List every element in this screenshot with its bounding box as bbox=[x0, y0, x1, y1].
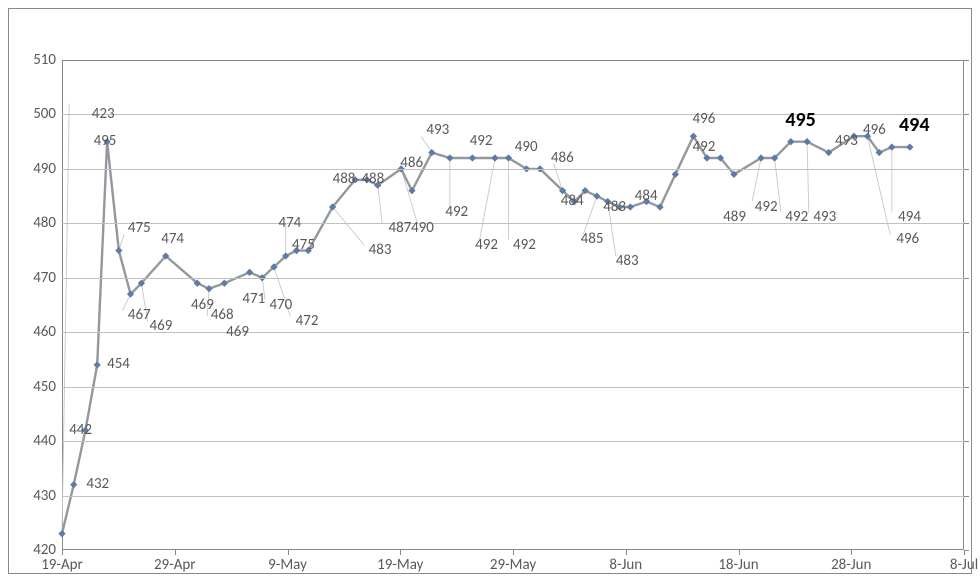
data-label: 495 bbox=[94, 134, 117, 149]
data-label: 432 bbox=[86, 477, 109, 492]
x-axis-tick-mark bbox=[175, 550, 176, 555]
data-label: 475 bbox=[128, 221, 151, 236]
data-label: 488 bbox=[333, 172, 356, 187]
data-label: 492 bbox=[470, 134, 493, 149]
gridline bbox=[62, 441, 964, 442]
data-label: 493 bbox=[813, 210, 836, 225]
data-label: 483 bbox=[369, 243, 392, 258]
x-axis-tick-mark bbox=[964, 550, 965, 555]
gridline bbox=[62, 387, 964, 388]
y-axis-tick-mark bbox=[964, 496, 969, 497]
data-label: 492 bbox=[513, 238, 536, 253]
x-axis-tick-mark bbox=[288, 550, 289, 555]
data-label: 492 bbox=[475, 238, 498, 253]
data-label: 492 bbox=[445, 205, 468, 220]
data-label: 490 bbox=[411, 221, 434, 236]
y-axis-tick-mark bbox=[964, 60, 969, 61]
gridline bbox=[62, 332, 964, 333]
x-axis-tick-mark bbox=[851, 550, 852, 555]
data-label: 494 bbox=[898, 210, 921, 225]
y-axis-tick-label: 440 bbox=[33, 432, 62, 450]
data-label: 423 bbox=[92, 107, 115, 122]
data-label: 493 bbox=[426, 123, 449, 138]
data-label: 484 bbox=[561, 194, 584, 209]
data-label: 471 bbox=[242, 292, 265, 307]
y-axis-tick-mark bbox=[964, 387, 969, 388]
data-label: 474 bbox=[161, 232, 184, 247]
plot-area: 42043044045046047048049050051019-Apr29-A… bbox=[62, 60, 964, 550]
data-label: 486 bbox=[400, 156, 423, 171]
gridline bbox=[62, 496, 964, 497]
x-axis-tick-mark bbox=[626, 550, 627, 555]
y-axis-tick-mark bbox=[964, 278, 969, 279]
x-axis-tick-mark bbox=[400, 550, 401, 555]
data-label-bold: 494 bbox=[899, 115, 929, 135]
data-label: 489 bbox=[723, 210, 746, 225]
data-label: 469 bbox=[226, 325, 249, 340]
y-axis-tick-label: 470 bbox=[33, 269, 62, 287]
data-label: 487 bbox=[389, 221, 412, 236]
gridline bbox=[62, 169, 964, 170]
data-label: 496 bbox=[692, 112, 715, 127]
data-label: 454 bbox=[107, 357, 130, 372]
y-axis-tick-label: 480 bbox=[33, 214, 62, 232]
data-label: 486 bbox=[551, 151, 574, 166]
data-label: 468 bbox=[211, 308, 234, 323]
y-axis-tick-mark bbox=[964, 114, 969, 115]
x-axis-tick-mark bbox=[62, 550, 63, 555]
data-label: 485 bbox=[581, 232, 604, 247]
y-axis-tick-label: 490 bbox=[33, 160, 62, 178]
data-label: 493 bbox=[835, 134, 858, 149]
data-label: 492 bbox=[785, 210, 808, 225]
x-axis-tick-mark bbox=[513, 550, 514, 555]
data-label: 469 bbox=[149, 319, 172, 334]
y-axis-tick-label: 510 bbox=[33, 51, 62, 69]
data-label: 496 bbox=[863, 123, 886, 138]
y-axis-tick-label: 460 bbox=[33, 323, 62, 341]
chart-container: 42043044045046047048049050051019-Apr29-A… bbox=[0, 0, 980, 582]
data-label-bold: 495 bbox=[785, 110, 815, 130]
data-label: 492 bbox=[692, 140, 715, 155]
data-label: 490 bbox=[515, 140, 538, 155]
data-label: 442 bbox=[69, 423, 92, 438]
data-label: 475 bbox=[292, 238, 315, 253]
y-axis-tick-mark bbox=[964, 223, 969, 224]
data-label: 483 bbox=[616, 254, 639, 269]
y-axis-tick-mark bbox=[964, 332, 969, 333]
y-axis-tick-mark bbox=[964, 169, 969, 170]
data-label: 492 bbox=[755, 200, 778, 215]
data-label: 472 bbox=[296, 314, 319, 329]
data-label: 484 bbox=[635, 189, 658, 204]
data-label: 470 bbox=[269, 298, 292, 313]
y-axis-tick-label: 500 bbox=[33, 105, 62, 123]
data-label: 496 bbox=[896, 232, 919, 247]
data-label: 488 bbox=[361, 172, 384, 187]
y-axis-tick-label: 450 bbox=[33, 378, 62, 396]
data-label: 483 bbox=[603, 200, 626, 215]
data-label: 474 bbox=[278, 216, 301, 231]
x-axis-tick-mark bbox=[739, 550, 740, 555]
y-axis-tick-label: 430 bbox=[33, 487, 62, 505]
gridline bbox=[62, 278, 964, 279]
data-label: 467 bbox=[128, 308, 151, 323]
y-axis-tick-mark bbox=[964, 441, 969, 442]
gridline bbox=[62, 114, 964, 115]
